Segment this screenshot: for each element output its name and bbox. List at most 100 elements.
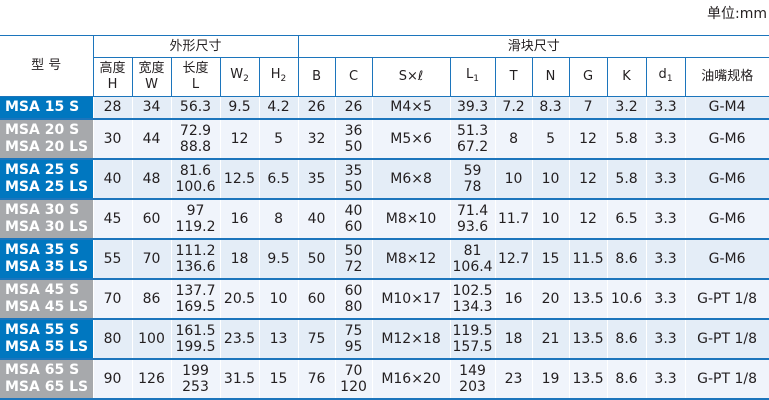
- cell-value: 10.6: [610, 290, 643, 307]
- value-cell: 60: [131, 198, 172, 240]
- cell-value: G-PT 1/8: [697, 330, 757, 347]
- header-label: C: [349, 69, 359, 84]
- cell-value: 88.8: [179, 138, 212, 155]
- cell-value: 31.5: [223, 370, 256, 387]
- value-cell: 3.3: [645, 198, 686, 240]
- cell-value: 12: [579, 210, 597, 227]
- cell-value: G-M6: [708, 210, 746, 227]
- value-cell: 3.3: [645, 118, 686, 160]
- value-cell: 15: [531, 238, 570, 280]
- value-cell: 45: [92, 198, 133, 240]
- value-cell: 199 253: [170, 358, 221, 400]
- table-row: MSA 55 S MSA 55 LS 80 100 161.5 199.5 23.5 13 75…: [0, 318, 769, 360]
- value-cell: 3.2: [606, 96, 647, 120]
- cell-value: 16: [504, 290, 523, 307]
- value-cell: 75 95: [334, 318, 373, 360]
- value-cell: 97 119.2: [170, 198, 221, 240]
- cell-value: M10×17: [381, 290, 441, 307]
- value-cell: 10: [531, 158, 570, 200]
- cell-value: 70: [142, 250, 161, 267]
- value-cell: 8: [494, 118, 533, 160]
- cell-value: 11.5: [572, 250, 604, 267]
- cell-value: 6.5: [267, 170, 290, 187]
- header-group-outer: 外形尺寸: [92, 35, 299, 58]
- value-cell: 60 80: [334, 278, 373, 320]
- cell-value: M16×20: [381, 370, 441, 387]
- cell-value: 11.7: [497, 210, 530, 227]
- cell-value: 20: [541, 290, 560, 307]
- cell-value: 90: [103, 370, 122, 387]
- value-cell: M12×18: [371, 318, 451, 360]
- header-column: 油嘴规格: [684, 57, 769, 97]
- header-column: 长度 L: [170, 57, 221, 97]
- cell-value: 8: [509, 130, 518, 147]
- value-cell: 16: [494, 278, 533, 320]
- value-cell: 30: [92, 118, 133, 160]
- value-cell: 40 60: [334, 198, 373, 240]
- value-cell: 102.5 134.3: [449, 278, 496, 320]
- cell-value: 7: [583, 99, 593, 116]
- value-cell: 19: [531, 358, 570, 400]
- cell-value: 3.3: [654, 130, 677, 147]
- table-row: MSA 45 S MSA 45 LS 70 86 137.7 169.5 20.5 10 60 6…: [0, 278, 769, 320]
- cell-value: 136.6: [175, 258, 216, 275]
- value-cell: 10.6: [606, 278, 647, 320]
- cell-value: 3.3: [654, 290, 677, 307]
- header-symbol: L: [191, 77, 200, 92]
- cell-value: 126: [138, 370, 165, 387]
- value-cell: 31.5: [219, 358, 260, 400]
- value-cell: 5: [258, 118, 299, 160]
- value-cell: 100: [131, 318, 172, 360]
- cell-value: 35: [307, 170, 326, 187]
- value-cell: 5.8: [606, 158, 647, 200]
- value-cell: 11.7: [494, 198, 533, 240]
- value-cell: 35: [297, 158, 336, 200]
- value-cell: G-M6: [684, 198, 769, 240]
- value-cell: 12: [568, 158, 608, 200]
- cell-value: 134.3: [452, 298, 493, 315]
- cell-value: 5: [546, 130, 555, 147]
- cell-value: 20.5: [223, 290, 256, 307]
- value-cell: 60: [297, 278, 336, 320]
- cell-value: 40: [307, 210, 326, 227]
- table-row: MSA 65 S MSA 65 LS 90 126 199 253 31.5 15 76 70 12…: [0, 358, 769, 400]
- cell-value: 50: [344, 178, 363, 195]
- value-cell: 51.3 67.2: [449, 118, 496, 160]
- cell-value: 5.8: [615, 170, 638, 187]
- cell-value: 8: [274, 210, 283, 227]
- cell-value: 26: [307, 99, 326, 116]
- value-cell: G-PT 1/8: [684, 318, 769, 360]
- value-cell: 12: [219, 118, 260, 160]
- cell-value: G-M6: [708, 250, 746, 267]
- value-cell: 81.6 100.6: [170, 158, 221, 200]
- model-name: MSA 20 LS: [5, 138, 89, 155]
- cell-value: 119.5: [452, 322, 493, 339]
- value-cell: 8.3: [531, 96, 570, 120]
- value-cell: 13: [258, 318, 299, 360]
- header-column: C: [334, 57, 373, 97]
- cell-value: 12.5: [223, 170, 256, 187]
- cell-value: 157.5: [452, 338, 493, 355]
- cell-value: 75: [344, 322, 363, 339]
- cell-value: 10: [504, 170, 523, 187]
- cell-value: 70: [103, 290, 122, 307]
- header-column: G: [568, 57, 608, 97]
- cell-value: 9.5: [228, 99, 251, 116]
- header-label: 宽度: [138, 61, 165, 76]
- value-cell: 56.3: [170, 96, 221, 120]
- header-column: N: [531, 57, 570, 97]
- cell-value: 111.2: [175, 242, 216, 259]
- unit-label: 单位:mm: [707, 6, 767, 22]
- value-cell: 8.6: [606, 318, 647, 360]
- model-name: MSA 45 S: [5, 281, 80, 298]
- model-name: MSA 15 S: [5, 98, 80, 115]
- value-cell: 70: [131, 238, 172, 280]
- header-label: H: [270, 67, 281, 82]
- value-cell: 23.5: [219, 318, 260, 360]
- value-cell: 70 120: [334, 358, 373, 400]
- model-cell: MSA 65 S MSA 65 LS: [0, 358, 94, 400]
- cell-value: 161.5: [175, 322, 216, 339]
- cell-value: 32: [307, 130, 326, 147]
- cell-value: 60: [344, 218, 363, 235]
